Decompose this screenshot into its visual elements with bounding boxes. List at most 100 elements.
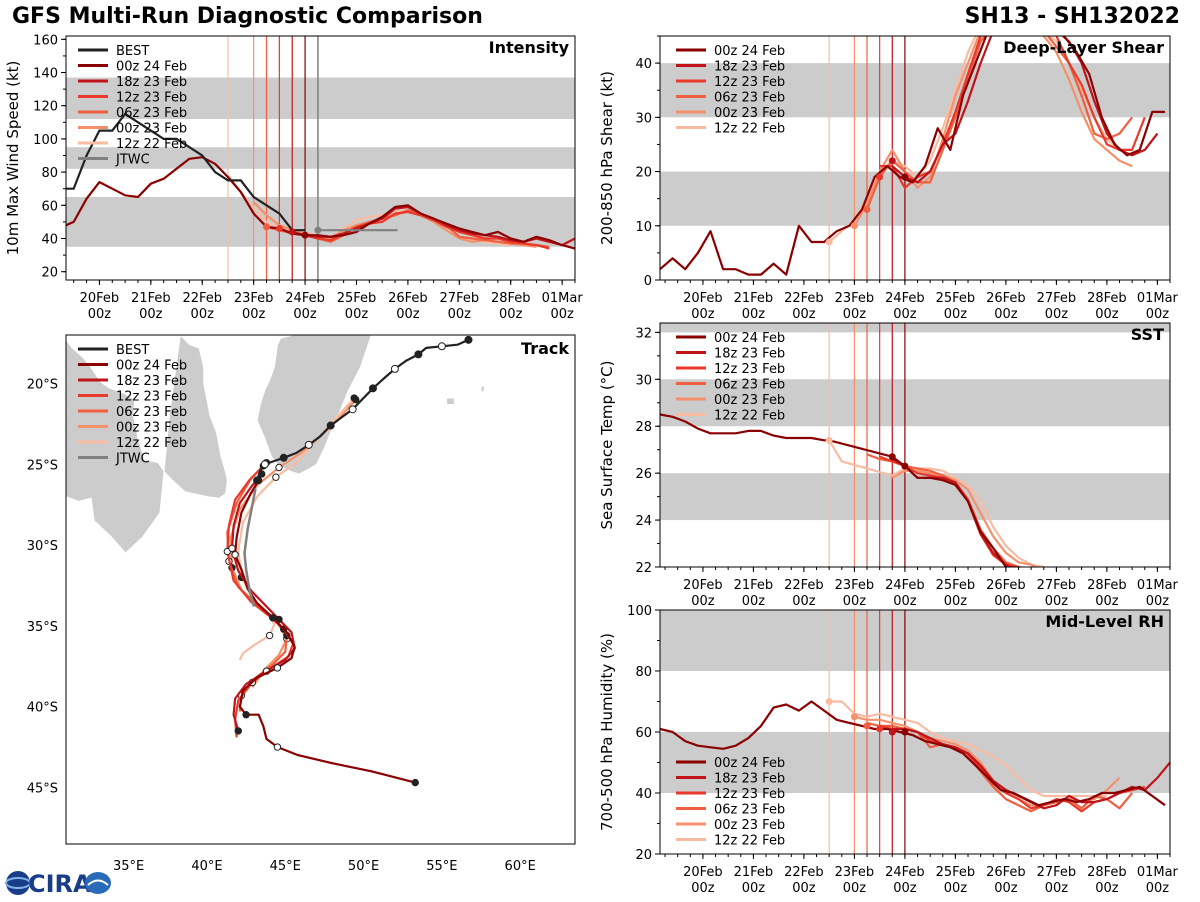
- legend-label: 12z 23 Feb: [714, 75, 785, 90]
- panel-shear: 01020304020Feb00z21Feb00z22Feb00z23Feb00…: [598, 35, 1179, 322]
- y-tick-label: 40°S: [27, 701, 58, 716]
- x-tick-label: 21Feb: [734, 865, 774, 880]
- init-point: [301, 231, 309, 239]
- init-point: [825, 698, 833, 705]
- series-line-5: [828, 439, 1047, 567]
- best-track-point: [390, 364, 399, 373]
- africa-land: [66, 335, 228, 554]
- y-axis-label: 700-500 hPa Humidity (%): [598, 633, 616, 831]
- x-tick-label: 28Feb: [1087, 578, 1127, 593]
- y-tick-label: 0: [644, 274, 652, 289]
- track-point: [273, 664, 282, 672]
- best-track-point: [260, 460, 269, 469]
- best-track-point: [437, 342, 446, 351]
- legend-label: 00z 24 Feb: [714, 756, 785, 771]
- legend-label: 00z 24 Feb: [714, 44, 785, 59]
- x-tick-label: 20Feb: [80, 291, 120, 306]
- x-tick-sublabel: 00z: [843, 307, 867, 322]
- x-tick-sublabel: 00z: [499, 307, 523, 322]
- legend-label: 18z 23 Feb: [116, 75, 187, 90]
- x-tick-sublabel: 00z: [742, 594, 766, 609]
- init-point: [850, 222, 858, 230]
- init-point: [275, 225, 283, 233]
- cira-logo: CIRA: [4, 868, 114, 898]
- panel-title: Intensity: [489, 38, 570, 57]
- y-tick-label: 60: [635, 726, 652, 741]
- x-tick-label: 26Feb: [986, 865, 1026, 880]
- x-tick-label: 25Feb: [337, 291, 377, 306]
- best-track-point: [326, 421, 335, 430]
- track-point: [352, 395, 360, 404]
- jtwc-track-line: [243, 488, 257, 607]
- legend-label: 12z 22 Feb: [714, 409, 785, 424]
- best-track-point: [348, 405, 357, 414]
- x-tick-sublabel: 00z: [293, 307, 317, 322]
- plot-area: [660, 323, 1170, 567]
- legend-label: 00z 23 Feb: [714, 818, 785, 833]
- x-tick-sublabel: 00z: [1146, 881, 1170, 896]
- legend-label: 06z 23 Feb: [116, 106, 187, 121]
- init-point: [876, 173, 884, 181]
- x-tick-label: 27Feb: [1037, 291, 1077, 306]
- x-tick-label: 40°E: [191, 859, 222, 874]
- panel-rh: 2040608010020Feb00z21Feb00z22Feb00z23Feb…: [598, 604, 1179, 896]
- x-tick-sublabel: 00z: [742, 307, 766, 322]
- init-point: [888, 157, 896, 165]
- x-tick-label: 23Feb: [835, 578, 875, 593]
- legend-label: 12z 23 Feb: [714, 787, 785, 802]
- x-tick-label: 20Feb: [683, 578, 723, 593]
- x-tick-label: 28Feb: [491, 291, 531, 306]
- x-tick-label: 27Feb: [440, 291, 480, 306]
- plot-area: [660, 36, 1170, 280]
- legend-label: 06z 23 Feb: [116, 405, 187, 420]
- legend-label: 00z 23 Feb: [714, 393, 785, 408]
- series-line-5: [829, 700, 1107, 798]
- shade-band: [66, 147, 575, 169]
- x-tick-label: 23Feb: [234, 291, 274, 306]
- y-tick-label: 45°S: [27, 781, 58, 796]
- y-tick-label: 40: [635, 57, 652, 72]
- storm-id: SH13 - SH132022: [964, 4, 1180, 29]
- x-tick-sublabel: 00z: [893, 307, 917, 322]
- track-point: [411, 778, 419, 787]
- best-track-point: [304, 440, 313, 449]
- x-tick-sublabel: 00z: [691, 594, 715, 609]
- plot-area: [660, 610, 1170, 854]
- x-tick-sublabel: 00z: [1095, 307, 1119, 322]
- x-tick-label: 27Feb: [1037, 865, 1077, 880]
- shade-band: [660, 379, 1170, 427]
- x-tick-sublabel: 00z: [396, 307, 420, 322]
- x-tick-sublabel: 00z: [792, 307, 816, 322]
- y-tick-label: 120: [33, 100, 58, 115]
- x-tick-sublabel: 00z: [345, 307, 369, 322]
- track-point: [275, 463, 283, 472]
- y-tick-label: 100: [627, 604, 652, 619]
- shade-band: [660, 610, 1170, 671]
- page-title: GFS Multi-Run Diagnostic Comparison: [12, 4, 483, 29]
- y-tick-label: 140: [33, 67, 58, 82]
- x-tick-label: 24Feb: [885, 291, 925, 306]
- series-line-0: [660, 36, 1165, 276]
- track-point: [228, 544, 236, 552]
- legend-label: 18z 23 Feb: [714, 347, 785, 362]
- legend-label: 00z 23 Feb: [116, 421, 187, 436]
- x-tick-label: 23Feb: [835, 291, 875, 306]
- legend-label: 00z 24 Feb: [116, 359, 187, 374]
- x-tick-sublabel: 00z: [994, 594, 1018, 609]
- panel-intensity: 2040608010012014016020Feb00z21Feb00z22Fe…: [4, 33, 583, 322]
- init-point: [888, 453, 896, 461]
- x-tick-sublabel: 00z: [139, 307, 163, 322]
- legend-label: 18z 23 Feb: [714, 772, 785, 787]
- best-track-point: [279, 453, 288, 462]
- legend-label: 12z 22 Feb: [116, 137, 187, 152]
- x-tick-sublabel: 00z: [1045, 881, 1069, 896]
- x-tick-sublabel: 00z: [691, 307, 715, 322]
- madagascar-land: [256, 335, 373, 475]
- axes-frame: [65, 334, 576, 845]
- x-tick-sublabel: 00z: [1095, 594, 1119, 609]
- y-tick-label: 30: [635, 373, 652, 388]
- shade-band: [660, 473, 1170, 521]
- y-tick-label: 20: [635, 848, 652, 863]
- logo-text: CIRA: [28, 870, 92, 898]
